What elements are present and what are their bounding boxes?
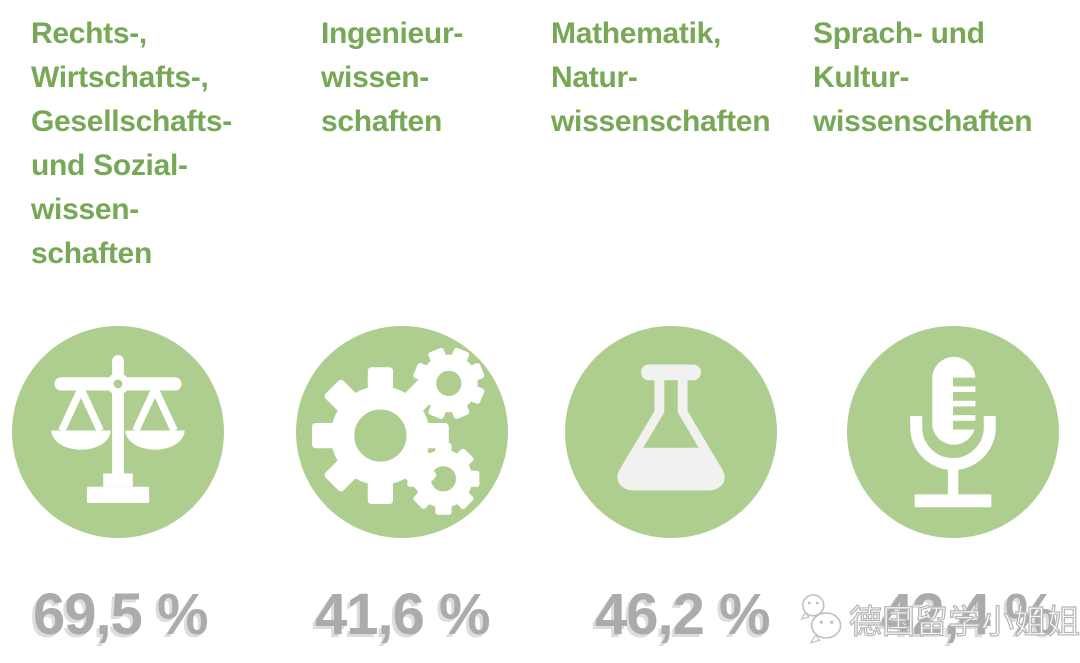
- value-language-culture: 42,4 %: [881, 582, 1057, 647]
- icon-circle-engineering: [296, 326, 508, 538]
- gears-icon: [312, 347, 485, 515]
- icon-circle-language: [847, 326, 1059, 538]
- watermark: 德国留学小姐姐: [798, 580, 1080, 658]
- watermark-text: 德国留学小姐姐: [848, 602, 1080, 640]
- value-engineering: 41,6 %: [315, 582, 491, 647]
- microphone-icon: [910, 356, 996, 508]
- column-title-law-economics-social: Rechts-, Wirtschafts-, Gesellschafts- un…: [31, 17, 232, 270]
- column-title-math-natural-sciences: Mathematik, Natur- wissenschaften: [551, 17, 771, 138]
- column-title-language-culture: Sprach- und Kultur- wissenschaften: [813, 17, 1033, 138]
- column-title-engineering: Ingenieur- wissen- schaften: [321, 17, 464, 138]
- value-law-economics-social: 69,5 %: [33, 582, 209, 647]
- value-math-natural-sciences: 46,2 %: [595, 582, 771, 647]
- laboratory-flask-icon: [617, 364, 725, 491]
- wechat-icon: [800, 594, 842, 644]
- icon-circle-law: [12, 326, 224, 538]
- icon-circle-science: [565, 326, 777, 538]
- scales-of-justice-icon: [51, 355, 185, 504]
